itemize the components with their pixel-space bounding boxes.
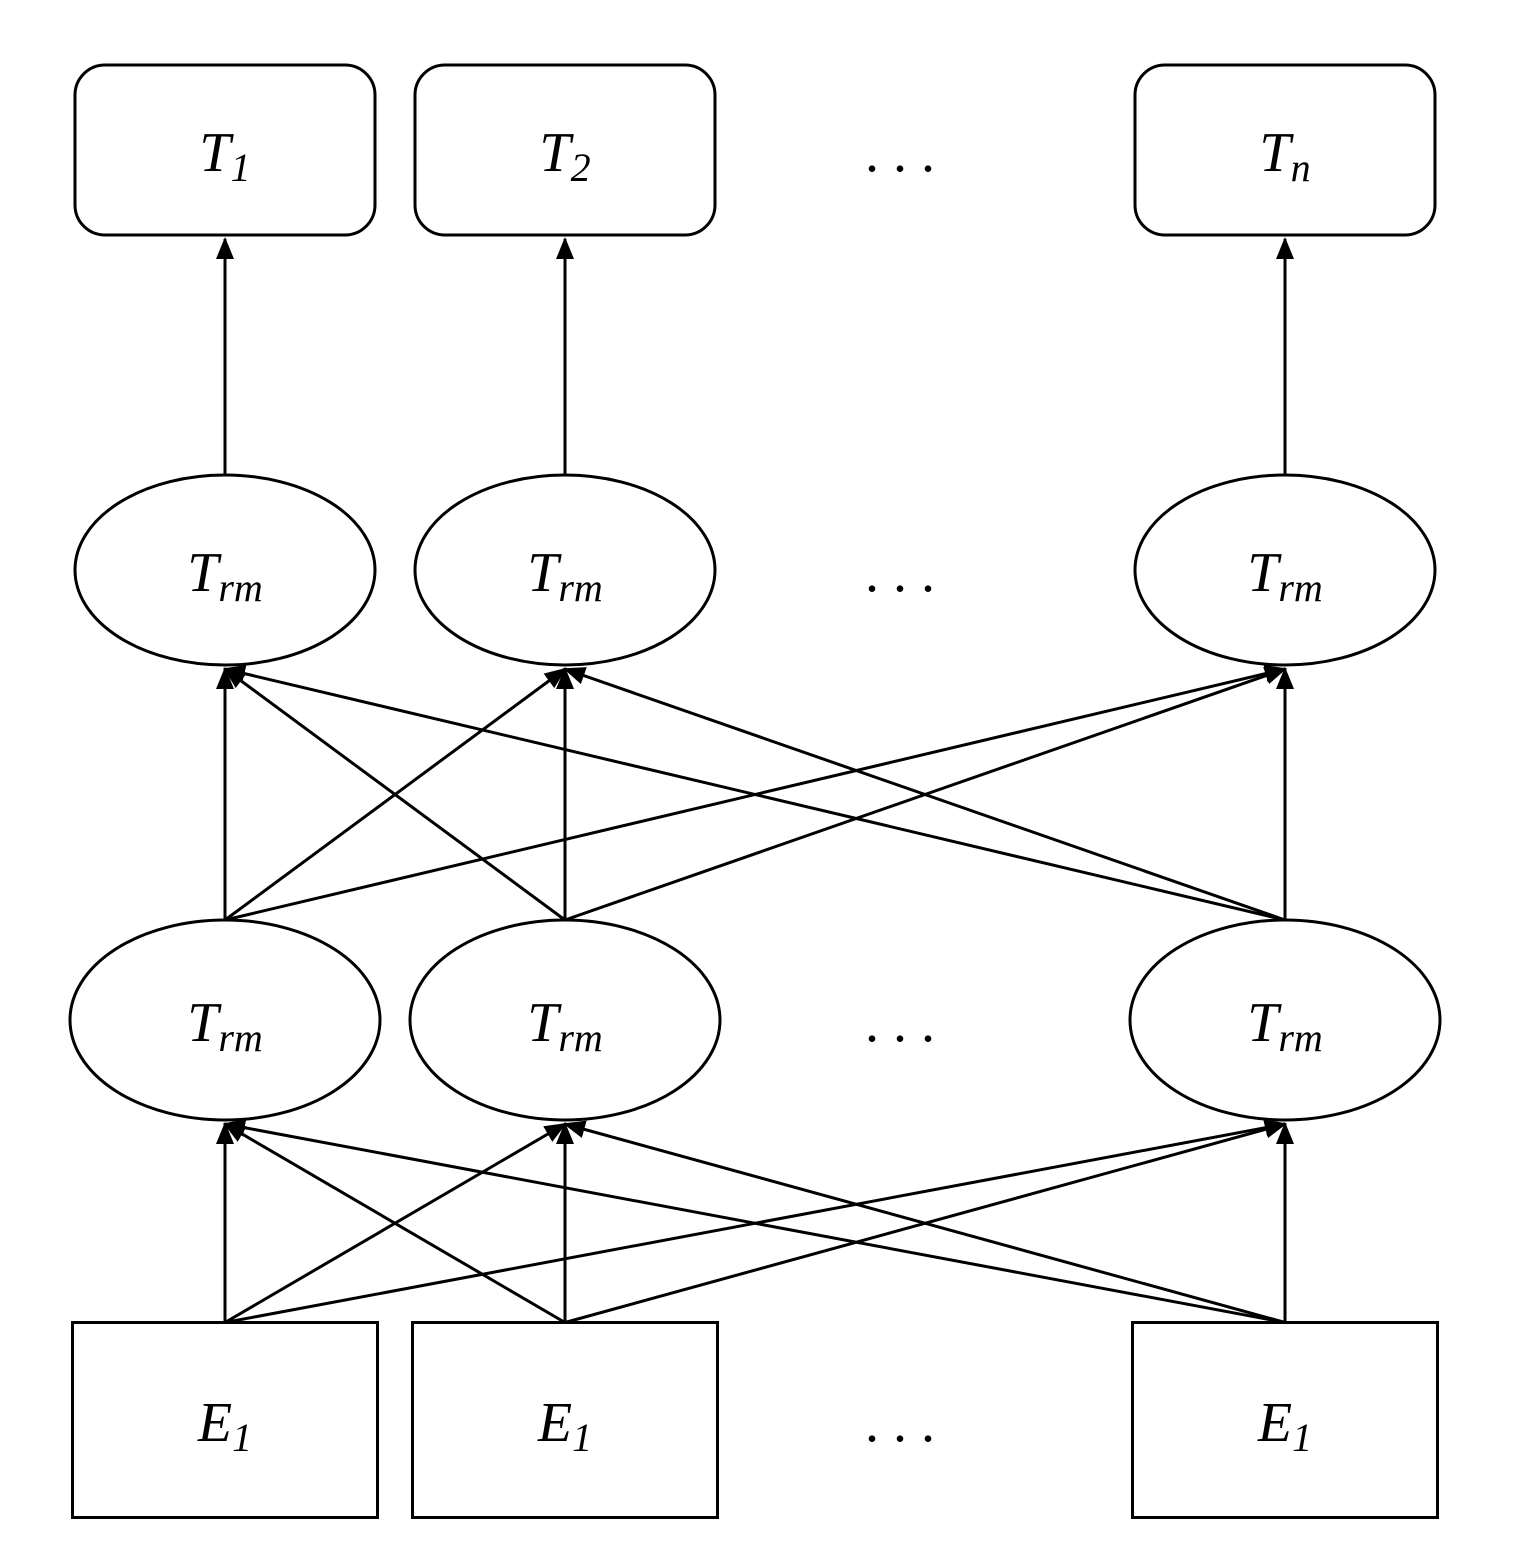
svg-text:. . .: . . . bbox=[865, 122, 935, 184]
svg-text:. . .: . . . bbox=[865, 542, 935, 604]
network-diagram: T1T2Tn. . .TrmTrmTrm. . .TrmTrmTrm. . .E… bbox=[0, 0, 1528, 1550]
svg-text:. . .: . . . bbox=[865, 992, 935, 1054]
svg-text:. . .: . . . bbox=[865, 1392, 935, 1454]
